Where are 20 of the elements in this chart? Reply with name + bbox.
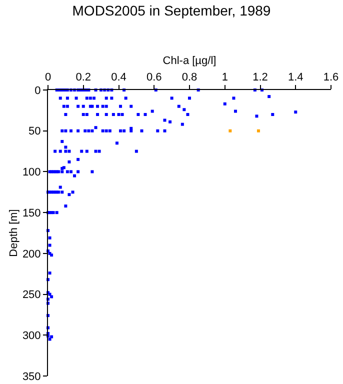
y-tick-label: 300 — [22, 330, 41, 342]
x-tick-label: 1 — [222, 72, 228, 84]
x-tick-label: 1.4 — [288, 72, 304, 84]
y-tick-label: 200 — [22, 248, 41, 260]
x-axis-title: Chl-a [µg/l] — [162, 55, 216, 68]
x-tick-label: 0.6 — [146, 72, 162, 84]
y-axis-title: Depth [m] — [8, 209, 20, 257]
x-tick-label: 1.2 — [252, 72, 268, 84]
x-tick-label: 0.8 — [182, 72, 198, 84]
y-tick-label: 350 — [22, 370, 41, 383]
y-tick-label: 150 — [22, 207, 41, 220]
y-tick-label: 50 — [28, 126, 41, 138]
x-tick-label: 0.4 — [111, 72, 126, 84]
x-tick-label: 0.2 — [76, 72, 92, 84]
x-tick-label: 1.6 — [323, 72, 339, 84]
x-tick-label: 0 — [44, 72, 52, 84]
chart-title: MODS2005 in September, 1989 — [72, 2, 271, 19]
y-tick-label: 0 — [34, 84, 41, 97]
y-tick-label: 250 — [22, 289, 41, 302]
y-tick-label: 100 — [22, 166, 41, 179]
